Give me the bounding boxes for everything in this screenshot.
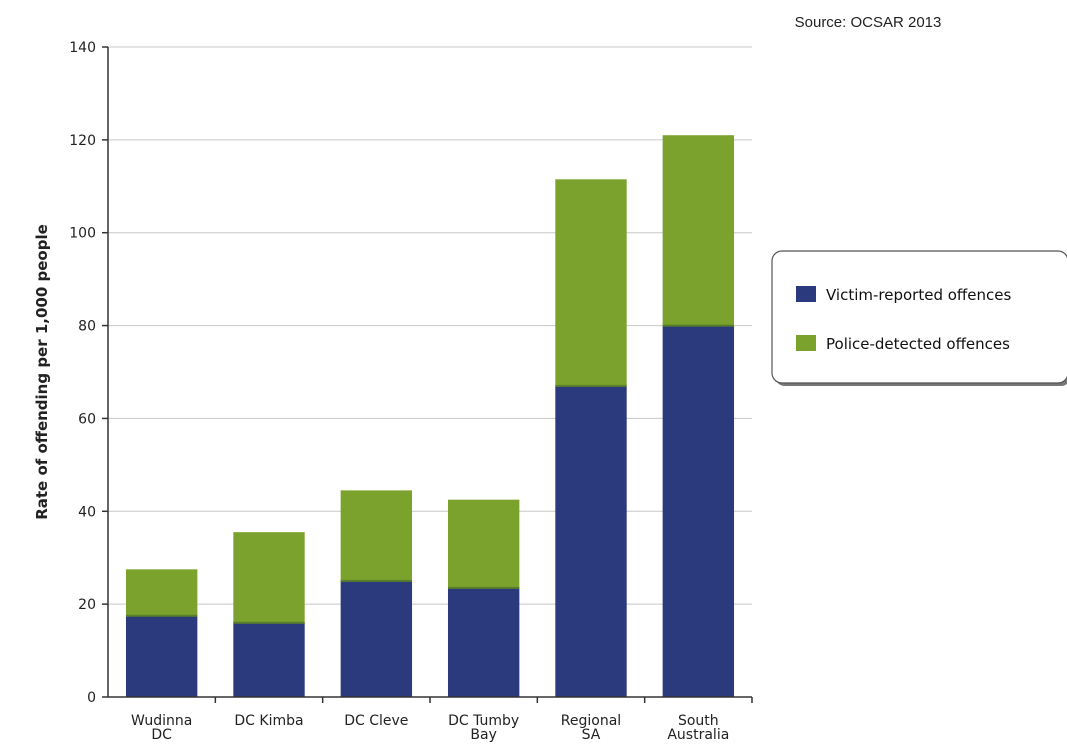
bar-segment-police	[340, 490, 413, 581]
legend-label-victim: Victim-reported offences	[826, 286, 1011, 304]
y-tick-label: 120	[69, 133, 96, 149]
y-tick-label: 100	[69, 226, 96, 242]
axes	[107, 47, 752, 698]
gridlines	[108, 46, 752, 605]
legend-swatch-victim	[796, 286, 816, 302]
x-tick-labels: Wudinna DC DC Kimba DC Cleve DC Tumby Bay Regi…	[131, 697, 753, 743]
bar-segment-victim	[447, 587, 520, 697]
y-tick-label: 0	[87, 690, 96, 706]
bar-segment-police	[555, 179, 627, 386]
y-tick-label: 140	[69, 40, 96, 56]
legend-label-police: Police-detected offences	[826, 335, 1010, 353]
y-tick-label: 20	[78, 597, 96, 613]
chart-source: Source: OCSAR 2013	[795, 14, 942, 31]
bar-segment-victim	[340, 580, 413, 697]
bar-segment-police	[447, 499, 520, 588]
bars	[125, 135, 735, 697]
bar-segment-victim	[125, 615, 198, 697]
legend-swatch-police	[796, 335, 816, 351]
y-tick-label: 60	[78, 411, 96, 427]
x-tick-label: South Australia	[667, 713, 729, 743]
y-axis-title: Rate of offending per 1,000 people	[33, 224, 51, 520]
x-tick-label: DC Kimba	[234, 713, 303, 729]
bar-segment-victim	[233, 622, 305, 697]
legend-box	[771, 250, 1067, 384]
bar-segment-police	[125, 569, 198, 616]
bar-segment-police	[662, 135, 735, 326]
y-tick-label: 80	[78, 319, 96, 335]
x-tick-label: Wudinna DC	[131, 713, 192, 743]
bar-segment-victim	[555, 385, 627, 697]
bar-segment-victim	[662, 325, 735, 697]
y-tick-label: 40	[78, 504, 96, 520]
x-tick-label: Regional SA	[561, 713, 621, 743]
bar-segment-police	[233, 532, 305, 623]
x-tick-label: DC Cleve	[344, 713, 408, 729]
legend: Victim-reported offences Police-detected…	[771, 250, 1067, 386]
y-ticks: 0 20 40 60 80 100 120 140	[69, 40, 108, 706]
x-tick-label: DC Tumby Bay	[448, 713, 519, 743]
